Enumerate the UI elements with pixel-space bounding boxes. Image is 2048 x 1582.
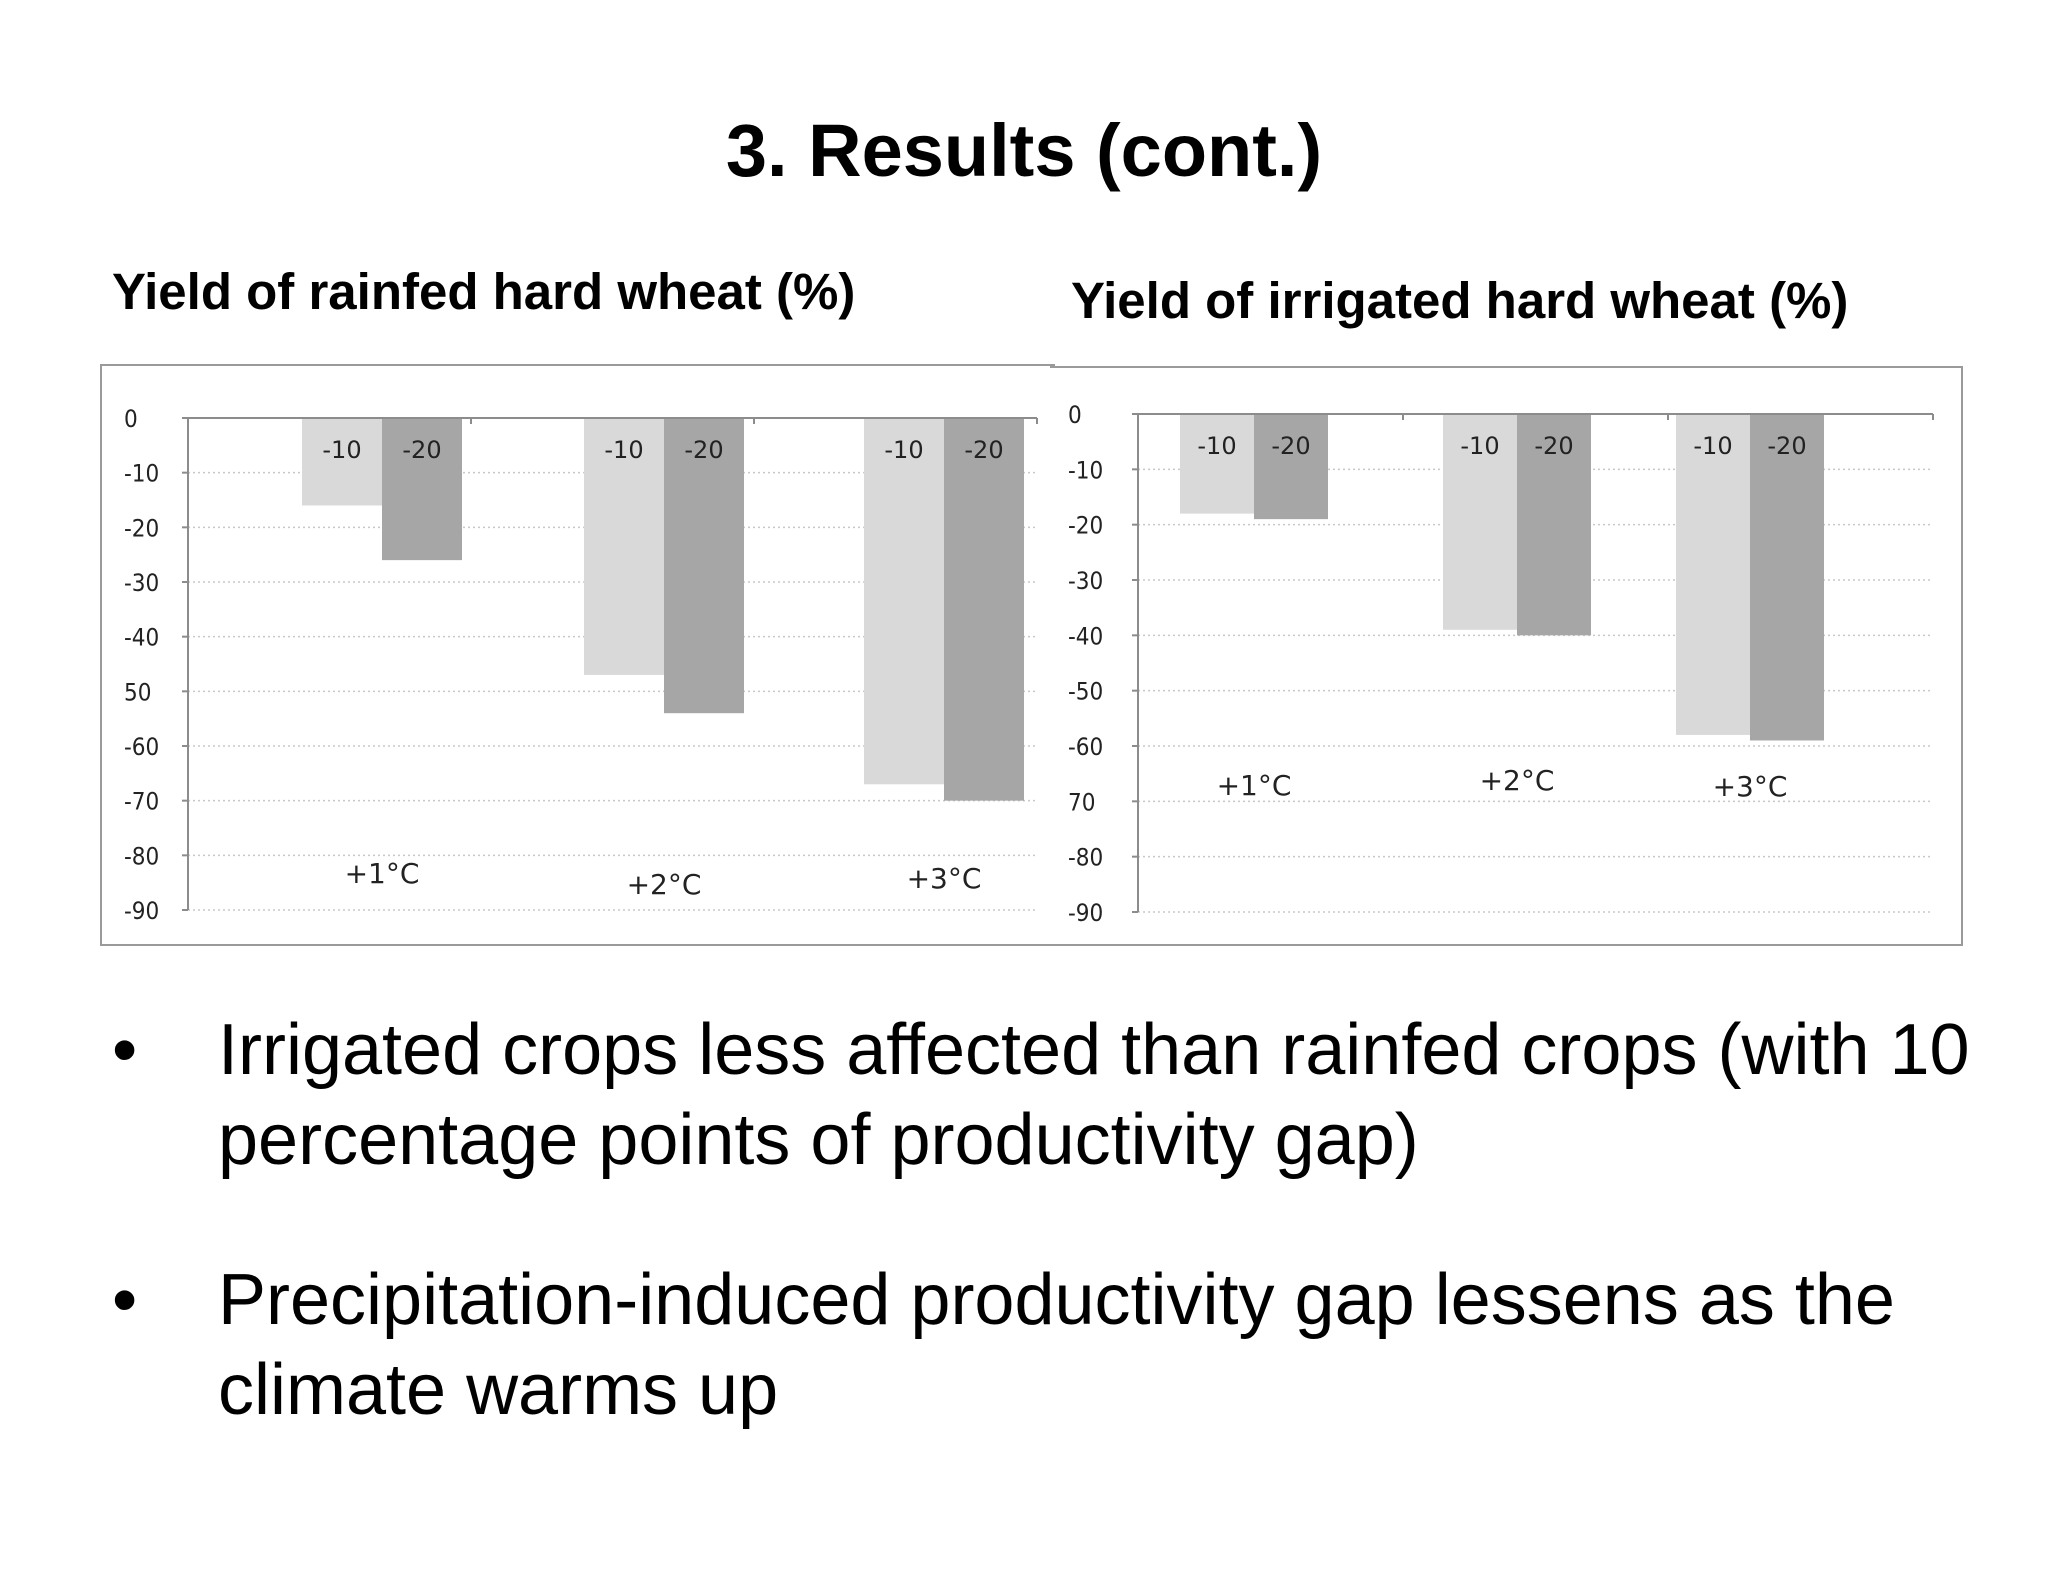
bar-data-label: -10 bbox=[1197, 432, 1236, 460]
bar-data-label: -10 bbox=[604, 436, 643, 464]
chart-title-irrigated: Yield of irrigated hard wheat (%) bbox=[1071, 272, 1849, 329]
bar bbox=[1517, 414, 1591, 636]
bar bbox=[1676, 414, 1750, 735]
bullet-text: Precipitation-induced productivity gap l… bbox=[218, 1260, 1895, 1430]
bar bbox=[944, 418, 1024, 801]
bar-data-label: -10 bbox=[322, 436, 361, 464]
y-tick-label: 50 bbox=[124, 678, 151, 706]
y-tick-label: -50 bbox=[1068, 678, 1103, 706]
bar bbox=[1180, 414, 1254, 514]
bar bbox=[864, 418, 944, 785]
y-tick-label: -90 bbox=[124, 897, 159, 925]
chart-irrigated-svg: 0 -10 -20 -30 -40 -50 -60 70 -80 -90 -10 -20 +1°C -10… bbox=[1068, 401, 1934, 927]
y-tick-label: -40 bbox=[124, 624, 159, 652]
slide-title: 3. Results (cont.) bbox=[725, 109, 1323, 192]
chart-rainfed: 0 -10 -20 -30 -40 50 -60 -70 -80 -90 -10 -20 +1°C -10… bbox=[100, 364, 1055, 946]
bullet-symbol: • bbox=[112, 1010, 138, 1090]
y-tick-label: -10 bbox=[124, 460, 159, 488]
bar bbox=[664, 418, 744, 714]
bar-data-label: -10 bbox=[884, 436, 923, 464]
y-tick-label: 0 bbox=[1068, 401, 1082, 429]
y-tick-label: -30 bbox=[124, 569, 159, 597]
chart-title-rainfed: Yield of rainfed hard wheat (%) bbox=[112, 263, 856, 320]
category-label: +2°C bbox=[1480, 764, 1555, 797]
chart-rainfed-svg: 0 -10 -20 -30 -40 50 -60 -70 -80 -90 -10 -20 +1°C -10… bbox=[124, 405, 1038, 925]
y-tick-label: -90 bbox=[1068, 899, 1103, 927]
y-tick-label: -70 bbox=[124, 788, 159, 816]
bar bbox=[1750, 414, 1824, 741]
y-tick-label: -80 bbox=[124, 842, 159, 870]
category-label: +3°C bbox=[907, 862, 982, 895]
bar-data-label: -10 bbox=[1460, 432, 1499, 460]
bar bbox=[1443, 414, 1517, 630]
y-tick-label: -30 bbox=[1068, 567, 1103, 595]
y-tick-label: -20 bbox=[1068, 512, 1103, 540]
bar-data-label: -20 bbox=[402, 436, 441, 464]
y-tick-label: 70 bbox=[1068, 788, 1095, 816]
bullet-symbol: • bbox=[112, 1260, 138, 1340]
y-tick-label: 0 bbox=[124, 405, 138, 433]
y-tick-label: -40 bbox=[1068, 622, 1103, 650]
category-label: +2°C bbox=[627, 868, 702, 901]
bar bbox=[1254, 414, 1328, 520]
bar-data-label: -20 bbox=[1767, 432, 1806, 460]
y-tick-label: -80 bbox=[1068, 844, 1103, 872]
chart-irrigated: 0 -10 -20 -30 -40 -50 -60 70 -80 -90 -10 -20 +1°C -10… bbox=[1050, 366, 1963, 946]
bullet-text: Irrigated crops less affected than rainf… bbox=[218, 1010, 1970, 1180]
category-label: +1°C bbox=[1217, 769, 1292, 802]
bar bbox=[302, 418, 382, 506]
y-tick-label: -60 bbox=[1068, 733, 1103, 761]
y-tick-label: -20 bbox=[124, 514, 159, 542]
bar-data-label: -20 bbox=[684, 436, 723, 464]
bar-data-label: -20 bbox=[1534, 432, 1573, 460]
bar bbox=[382, 418, 462, 561]
category-label: +3°C bbox=[1713, 770, 1788, 803]
y-tick-label: -10 bbox=[1068, 456, 1103, 484]
y-tick-label: -60 bbox=[124, 733, 159, 761]
bar-data-label: -20 bbox=[964, 436, 1003, 464]
bar bbox=[584, 418, 664, 675]
bar-data-label: -20 bbox=[1271, 432, 1310, 460]
bar-data-label: -10 bbox=[1693, 432, 1732, 460]
category-label: +1°C bbox=[345, 857, 420, 890]
